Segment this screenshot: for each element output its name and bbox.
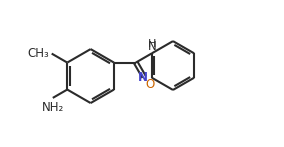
Text: CH₃: CH₃: [28, 47, 50, 60]
Text: H: H: [148, 39, 156, 49]
Text: O: O: [145, 78, 155, 91]
Text: N: N: [147, 40, 156, 53]
Text: NH₂: NH₂: [42, 101, 64, 114]
Text: N: N: [138, 71, 148, 84]
